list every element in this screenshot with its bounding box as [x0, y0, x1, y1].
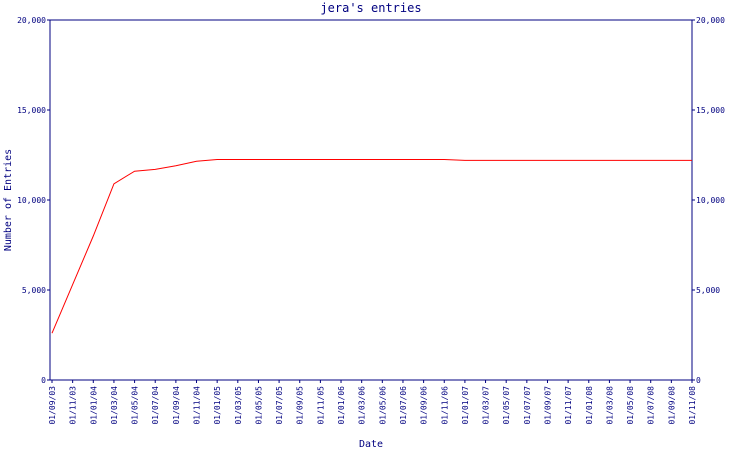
x-tick-label: 01/03/06 — [358, 386, 367, 425]
x-tick-label: 01/11/05 — [316, 386, 325, 425]
x-tick-label: 01/03/05 — [234, 386, 243, 425]
y-tick-label: 20,000 — [17, 16, 46, 25]
chart-title: jera's entries — [320, 1, 421, 15]
x-tick-label: 01/01/05 — [213, 386, 222, 425]
x-tick-label: 01/07/05 — [275, 386, 284, 425]
y2-tick-label: 20,000 — [696, 16, 725, 25]
plot-frame — [49, 19, 693, 381]
x-tick-label: 01/05/04 — [131, 386, 140, 425]
x-tick-label: 01/11/06 — [440, 386, 449, 425]
x-tick-label: 01/07/04 — [151, 386, 160, 425]
x-tick-label: 01/11/08 — [688, 386, 697, 425]
x-tick-label: 01/03/04 — [110, 386, 119, 425]
x-tick-label: 01/01/08 — [585, 386, 594, 425]
x-tick-label: 01/11/04 — [193, 386, 202, 425]
y2-tick-label: 10,000 — [696, 196, 725, 205]
x-tick-label: 01/05/06 — [378, 386, 387, 425]
x-tick-label: 01/09/06 — [420, 386, 429, 425]
x-tick-label: 01/05/08 — [626, 386, 635, 425]
y-tick-label: 10,000 — [17, 196, 46, 205]
x-tick-label: 01/11/07 — [564, 386, 573, 425]
x-tick-label: 01/05/05 — [254, 386, 263, 425]
y2-tick-label: 0 — [696, 376, 701, 385]
x-tick-label: 01/11/03 — [69, 386, 78, 425]
y-tick-label: 15,000 — [17, 106, 46, 115]
x-tick-label: 01/09/03 — [48, 386, 57, 425]
x-tick-label: 01/09/04 — [172, 386, 181, 425]
y-tick-label: 5,000 — [22, 286, 46, 295]
line — [51, 159, 692, 334]
x-tick-label: 01/01/06 — [337, 386, 346, 425]
x-tick-label: 01/01/07 — [461, 386, 470, 425]
x-tick-label: 01/09/08 — [667, 386, 676, 425]
x-axis-title: Date — [359, 439, 383, 450]
y2-tick-label: 5,000 — [696, 286, 720, 295]
x-tick-label: 01/09/05 — [296, 386, 305, 425]
x-tick-label: 01/07/06 — [399, 386, 408, 425]
y-axis-title: Number of Entries — [3, 149, 14, 251]
y2-tick-label: 15,000 — [696, 106, 725, 115]
x-tick-label: 01/05/07 — [502, 386, 511, 425]
x-tick-label: 01/07/08 — [647, 386, 656, 425]
x-tick-label: 01/07/07 — [523, 386, 532, 425]
x-tick-label: 01/01/04 — [89, 386, 98, 425]
y-tick-label: 0 — [41, 376, 46, 385]
x-tick-label: 01/09/07 — [543, 386, 552, 425]
x-tick-label: 01/03/07 — [482, 386, 491, 425]
x-tick-label: 01/03/08 — [605, 386, 614, 425]
